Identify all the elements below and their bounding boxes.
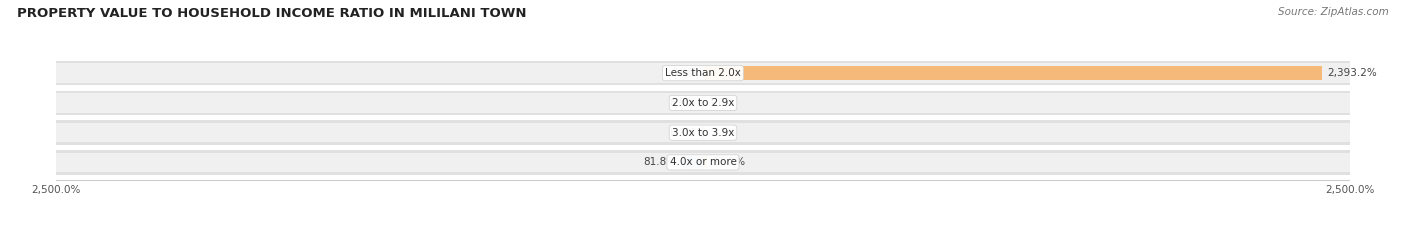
Text: Source: ZipAtlas.com: Source: ZipAtlas.com	[1278, 7, 1389, 17]
Text: 2.0x to 2.9x: 2.0x to 2.9x	[672, 98, 734, 108]
Bar	[56, 120, 1350, 145]
Text: 17.3%: 17.3%	[713, 158, 745, 167]
Text: 0.4%: 0.4%	[671, 68, 697, 78]
Text: 1.6%: 1.6%	[709, 98, 735, 108]
Bar	[700, 126, 703, 139]
Bar	[700, 96, 703, 110]
Text: 8.2%: 8.2%	[669, 128, 696, 138]
Text: 2,393.2%: 2,393.2%	[1327, 68, 1376, 78]
Bar	[703, 66, 1322, 80]
Bar	[682, 156, 703, 169]
Bar	[56, 150, 1350, 175]
Text: Less than 2.0x: Less than 2.0x	[665, 68, 741, 78]
Bar	[56, 91, 1350, 115]
Bar	[703, 126, 704, 139]
Bar	[56, 61, 1350, 85]
Text: 7.3%: 7.3%	[710, 128, 737, 138]
Text: 4.0x or more: 4.0x or more	[669, 158, 737, 167]
Bar	[56, 93, 1350, 113]
Bar	[56, 63, 1350, 83]
Bar	[703, 156, 707, 169]
Text: 8.9%: 8.9%	[669, 98, 696, 108]
Text: PROPERTY VALUE TO HOUSEHOLD INCOME RATIO IN MILILANI TOWN: PROPERTY VALUE TO HOUSEHOLD INCOME RATIO…	[17, 7, 526, 20]
Bar	[56, 123, 1350, 142]
Text: 3.0x to 3.9x: 3.0x to 3.9x	[672, 128, 734, 138]
Text: 81.8%: 81.8%	[644, 158, 676, 167]
Bar	[56, 153, 1350, 172]
